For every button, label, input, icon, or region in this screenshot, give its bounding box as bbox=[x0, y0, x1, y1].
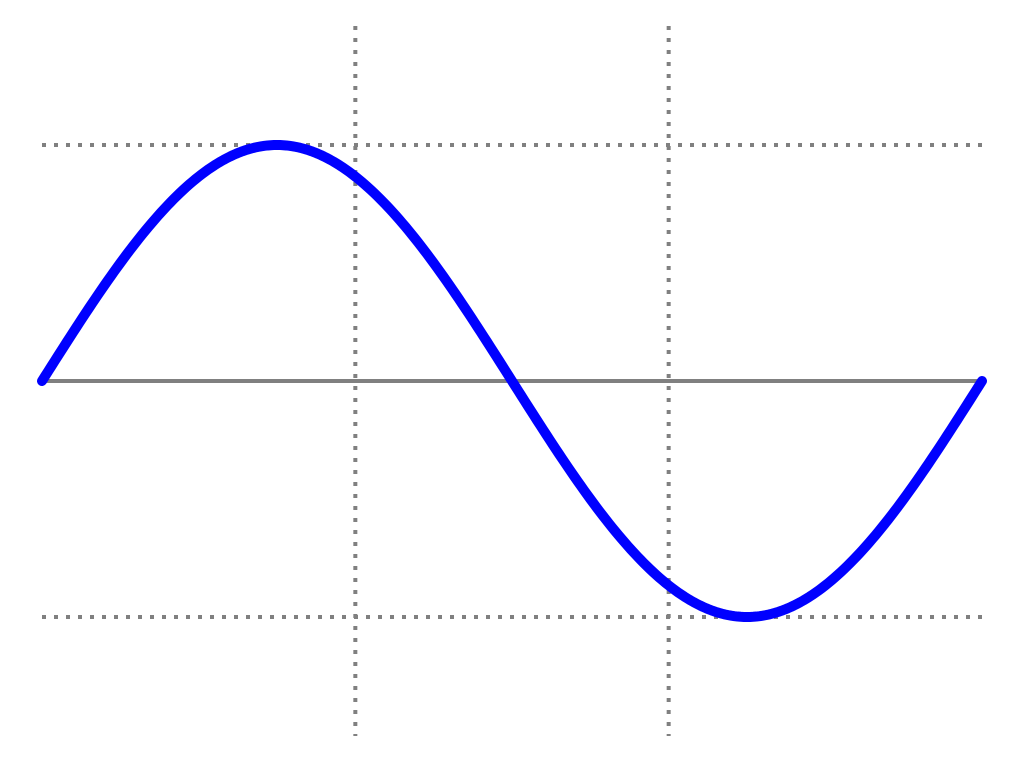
sine-wave-chart bbox=[37, 26, 987, 736]
chart-container bbox=[37, 26, 987, 736]
